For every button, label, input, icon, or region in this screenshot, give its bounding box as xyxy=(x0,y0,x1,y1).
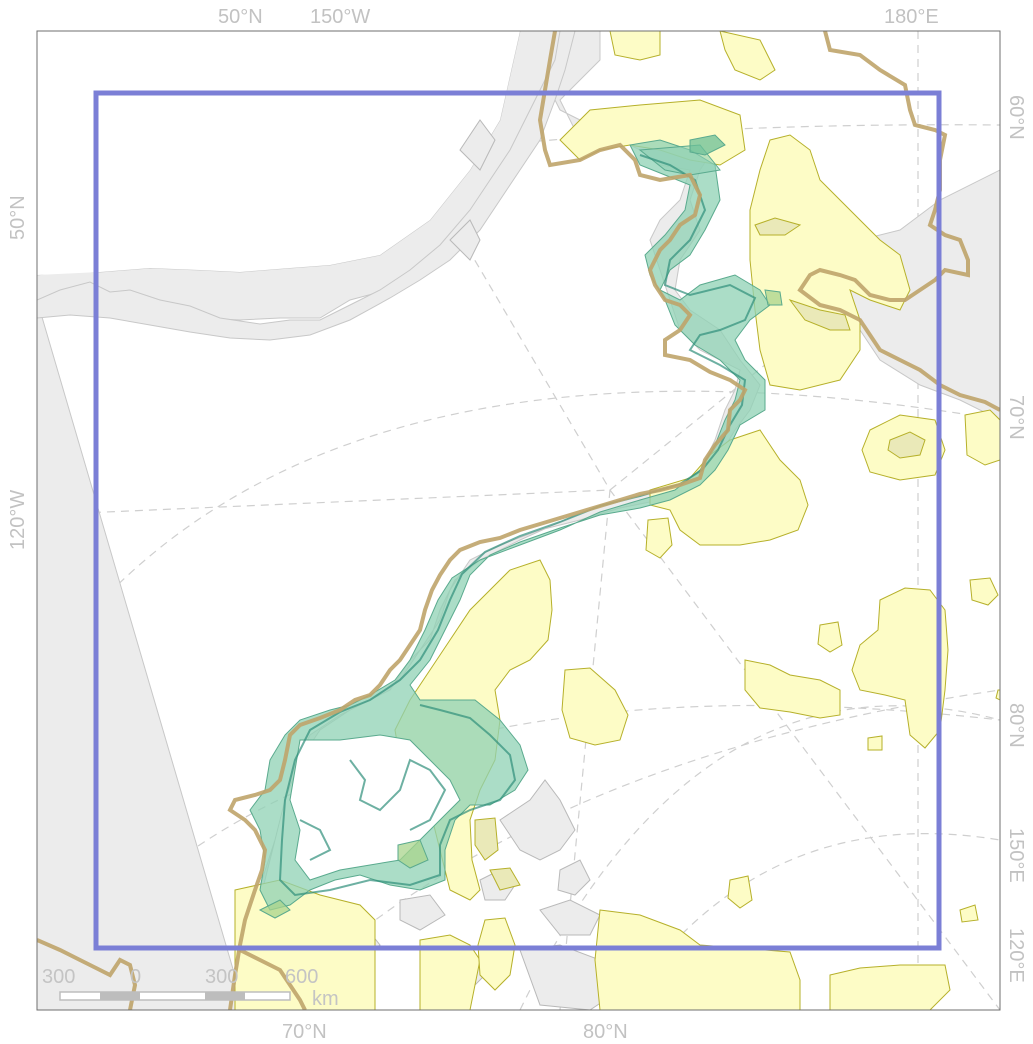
scale-bar: 300 0 300 600 km xyxy=(42,966,339,1010)
arctic-ocean xyxy=(37,31,520,300)
graticule-label-top-50n: 50°N xyxy=(218,6,263,28)
scale-bar-tick-300-left: 300 xyxy=(42,966,75,988)
scale-bar-unit: km xyxy=(312,988,339,1010)
scale-bar-tick-0: 0 xyxy=(130,966,141,988)
scale-bar-tick-600: 600 xyxy=(285,966,318,988)
region-borders xyxy=(37,31,1000,1010)
graticule-label-right-80n: 80°N xyxy=(1005,703,1027,748)
study-extent xyxy=(93,90,942,951)
protected-area-cores xyxy=(474,217,926,891)
graticule-label-right-150e: 150°E xyxy=(1005,828,1027,883)
protected-areas xyxy=(234,31,1000,1010)
graticule-label-top-150w: 150°W xyxy=(310,6,370,28)
scale-bar-tick-300: 300 xyxy=(205,966,238,988)
land-mass-arctic-archipelago xyxy=(37,31,576,341)
graticule-labels: 50°N 150°W 180°E 50°N 120°W 60°N 70°N 80… xyxy=(7,6,1027,1043)
graticule-label-right-60n: 60°N xyxy=(1005,95,1027,140)
graticule-label-bottom-80n: 80°N xyxy=(583,1021,628,1043)
graticule-label-bottom-70n: 70°N xyxy=(282,1021,327,1043)
graticule-label-right-120e: 120°E xyxy=(1005,928,1027,983)
graticule-label-right-70n: 70°N xyxy=(1005,395,1027,440)
graticule-label-left-120w: 120°W xyxy=(7,490,29,550)
map-panel-border xyxy=(36,30,1001,1011)
graticule-label-left-50n: 50°N xyxy=(7,195,29,240)
habitat-core xyxy=(278,154,757,897)
graticule-label-top-180e: 180°E xyxy=(884,6,939,28)
